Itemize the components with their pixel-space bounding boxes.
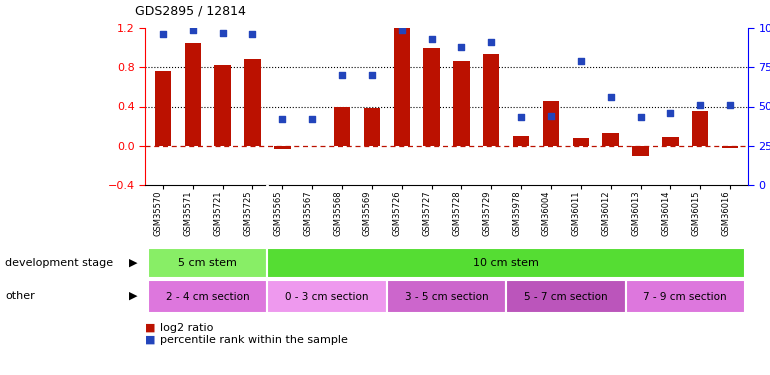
Point (604, 94, 617, 100)
Bar (454, 62, 470, 146)
Text: GSM35569: GSM35569 (363, 190, 372, 236)
Text: GSM35721: GSM35721 (213, 190, 223, 236)
Bar (274, 146, 290, 149)
Text: 3 - 5 cm section: 3 - 5 cm section (405, 291, 488, 302)
Bar (506, 280, 625, 313)
Bar (214, 65, 231, 146)
Bar (722, 146, 738, 148)
Bar (513, 136, 529, 146)
Bar (632, 146, 649, 156)
Bar (148, 280, 267, 313)
Bar (267, 248, 745, 278)
Text: 5 cm stem: 5 cm stem (178, 258, 237, 268)
Text: GSM35728: GSM35728 (453, 190, 461, 236)
Bar (244, 59, 261, 146)
Bar (692, 111, 708, 146)
Text: ■: ■ (145, 335, 156, 345)
Text: GSM36012: GSM36012 (601, 190, 611, 236)
Bar (662, 137, 678, 146)
Point (485, 39, 497, 45)
Text: ▶: ▶ (129, 258, 137, 268)
Point (157, 31, 169, 37)
Bar (334, 106, 350, 146)
Bar (155, 71, 171, 146)
Bar (363, 108, 380, 146)
Point (694, 102, 706, 108)
Text: GSM36016: GSM36016 (721, 190, 730, 236)
Bar (625, 280, 745, 313)
Text: GSM35726: GSM35726 (393, 190, 402, 236)
Point (336, 72, 348, 78)
Text: GSM35567: GSM35567 (303, 190, 312, 236)
Text: ▶: ▶ (129, 291, 137, 301)
Text: GSM36015: GSM36015 (691, 190, 700, 236)
Bar (148, 248, 267, 278)
Text: 5 - 7 cm section: 5 - 7 cm section (524, 291, 608, 302)
Text: GSM36011: GSM36011 (572, 190, 581, 236)
Point (396, 27, 408, 33)
Point (665, 110, 677, 116)
Text: GSM36004: GSM36004 (542, 190, 551, 236)
Text: GDS2895 / 12814: GDS2895 / 12814 (135, 5, 246, 18)
Text: 10 cm stem: 10 cm stem (474, 258, 539, 268)
Bar (267, 280, 387, 313)
Bar (424, 48, 440, 146)
Bar (543, 100, 559, 146)
Text: GSM35729: GSM35729 (482, 190, 491, 236)
Point (425, 36, 437, 42)
Text: 2 - 4 cm section: 2 - 4 cm section (166, 291, 249, 302)
Text: GSM35978: GSM35978 (512, 190, 521, 236)
Point (515, 114, 527, 120)
Text: GSM35727: GSM35727 (423, 190, 431, 236)
Bar (602, 133, 619, 146)
Bar (387, 280, 506, 313)
Text: percentile rank within the sample: percentile rank within the sample (160, 335, 348, 345)
Point (186, 27, 199, 33)
Text: ■: ■ (145, 323, 156, 333)
Point (545, 113, 557, 119)
Text: GSM35570: GSM35570 (154, 190, 163, 236)
Text: GSM35725: GSM35725 (243, 190, 253, 236)
Point (724, 102, 736, 108)
Bar (573, 138, 589, 146)
Text: GSM36014: GSM36014 (661, 190, 671, 236)
Bar (393, 28, 410, 146)
Point (276, 116, 289, 122)
Point (306, 116, 318, 122)
Point (246, 31, 259, 37)
Point (216, 30, 229, 36)
Text: GSM35568: GSM35568 (333, 190, 342, 236)
Text: GSM35565: GSM35565 (273, 190, 283, 236)
Bar (483, 54, 500, 146)
Text: development stage: development stage (5, 258, 113, 268)
Point (366, 72, 378, 78)
Bar (185, 43, 201, 146)
Point (634, 114, 647, 120)
Point (455, 44, 467, 50)
Text: log2 ratio: log2 ratio (160, 323, 214, 333)
Text: other: other (5, 291, 35, 301)
Point (574, 58, 587, 64)
Text: 0 - 3 cm section: 0 - 3 cm section (286, 291, 369, 302)
Text: 7 - 9 cm section: 7 - 9 cm section (644, 291, 727, 302)
Text: GSM35571: GSM35571 (184, 190, 192, 236)
Text: GSM36013: GSM36013 (631, 190, 641, 236)
